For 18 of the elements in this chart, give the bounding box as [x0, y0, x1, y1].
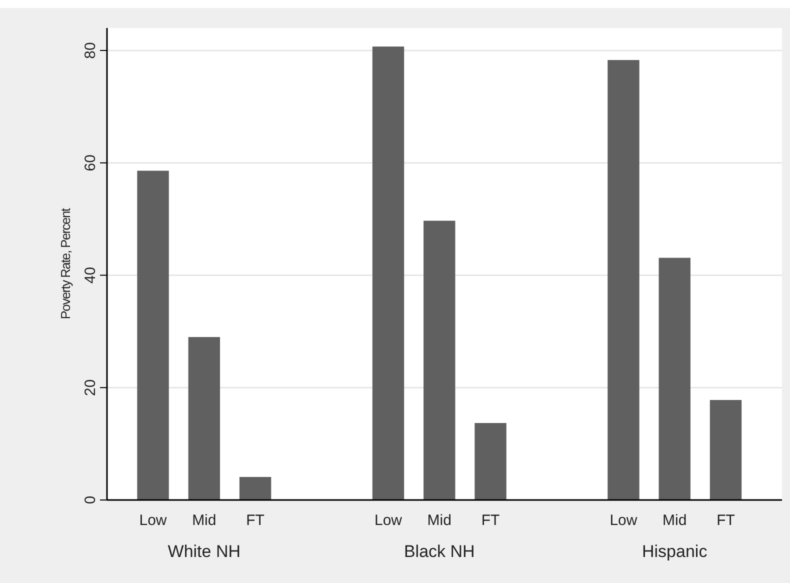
x-tick-label: Low: [610, 512, 638, 529]
y-tick-label: 20: [82, 379, 99, 396]
text: Hispanic: [642, 542, 708, 561]
y-tick-label: 80: [82, 42, 99, 59]
x-tick-label: FT: [716, 512, 735, 529]
x-tick-label: Mid: [662, 512, 687, 529]
x-tick-label: FT: [481, 512, 500, 529]
x-tick-label: FT: [246, 512, 264, 529]
y-tick-label: 60: [82, 154, 99, 172]
y-tick-label: 0: [82, 496, 99, 504]
x-tick-label: Mid: [192, 512, 216, 529]
text: Black NH: [404, 542, 475, 561]
y-axis-title: Poverty Rate, Percent: [58, 208, 73, 320]
y-tick-label: 40: [82, 266, 99, 284]
text: White NH: [168, 542, 241, 561]
x-tick-label: Mid: [427, 512, 452, 529]
x-tick-label: Low: [139, 512, 167, 529]
x-tick-label: Low: [374, 512, 402, 529]
